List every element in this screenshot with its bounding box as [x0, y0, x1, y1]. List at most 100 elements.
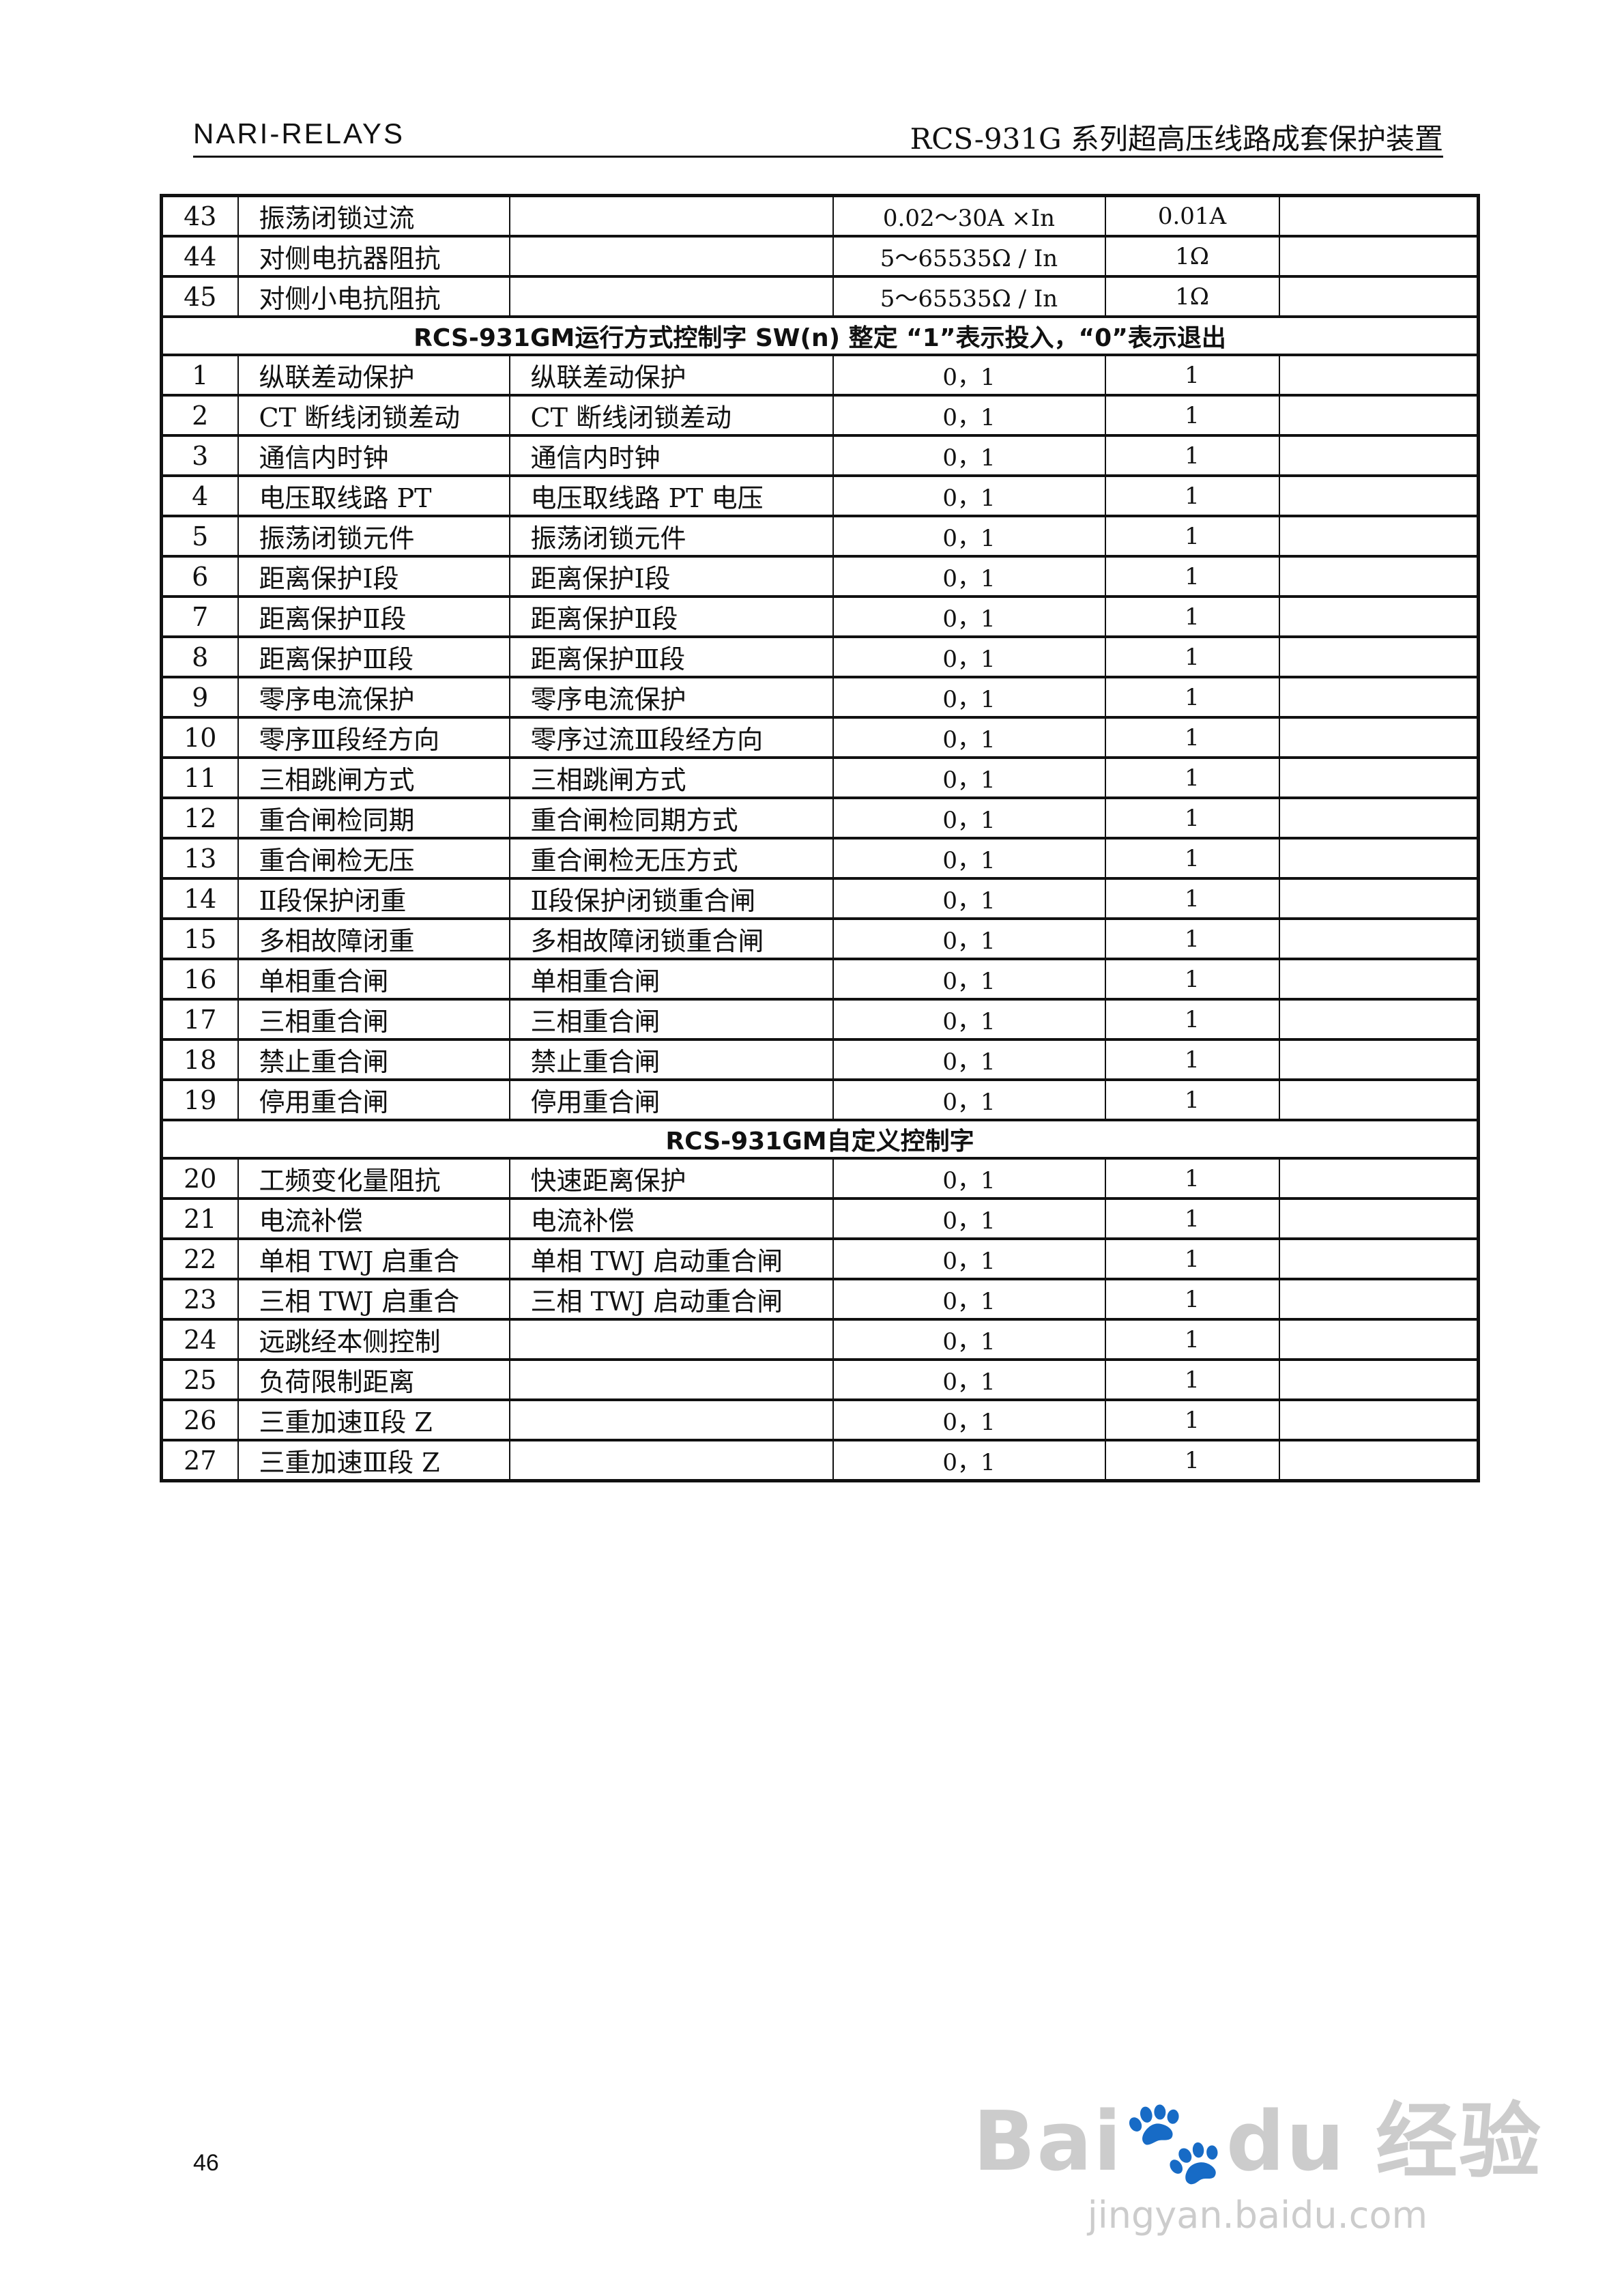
setting-description: 振荡闭锁元件	[508, 515, 834, 557]
setting-description	[508, 1439, 834, 1482]
table-row: 9 零序电流保护 零序电流保护 0，1 1	[160, 676, 1479, 718]
setting-description: 三相跳闸方式	[508, 756, 834, 799]
table-row: 2 CT 断线闭锁差动 CT 断线闭锁差动 0，1 1	[160, 394, 1479, 436]
setting-description: CT 断线闭锁差动	[508, 394, 834, 436]
setting-note	[1278, 877, 1479, 919]
setting-step: 1	[1104, 756, 1280, 799]
setting-description: 距离保护Ⅱ段	[508, 595, 834, 637]
setting-range: 0，1	[832, 917, 1106, 960]
setting-note	[1278, 1358, 1479, 1401]
setting-name: 三相 TWJ 启重合	[237, 1278, 510, 1320]
setting-note	[1278, 756, 1479, 799]
setting-note	[1278, 1318, 1479, 1360]
setting-note	[1278, 1197, 1479, 1239]
table-row: 7 距离保护Ⅱ段 距离保护Ⅱ段 0，1 1	[160, 595, 1479, 637]
setting-note	[1278, 998, 1479, 1040]
setting-step: 1	[1104, 434, 1280, 476]
setting-note	[1278, 434, 1479, 476]
setting-name: 多相故障闭重	[237, 917, 510, 960]
setting-name: 振荡闭锁过流	[237, 194, 510, 237]
setting-note	[1278, 1237, 1479, 1280]
row-number: 22	[160, 1237, 239, 1280]
watermark-logo: Bai🐾du 经验 jingyan.baidu.com	[972, 2095, 1542, 2237]
setting-range: 0，1	[832, 1398, 1106, 1441]
setting-name: Ⅱ段保护闭重	[237, 877, 510, 919]
row-number: 5	[160, 515, 239, 557]
row-number: 3	[160, 434, 239, 476]
setting-description	[508, 1398, 834, 1441]
setting-note	[1278, 1157, 1479, 1199]
setting-description: 重合闸检无压方式	[508, 837, 834, 879]
settings-table: 43 振荡闭锁过流 0.02～30A ×In 0.01A 44 对侧电抗器阻抗 5～6553…	[160, 194, 1480, 1482]
setting-range: 0，1	[832, 1237, 1106, 1280]
setting-note	[1278, 595, 1479, 637]
table-row: 17 三相重合闸 三相重合闸 0，1 1	[160, 998, 1479, 1040]
setting-step: 1	[1104, 635, 1280, 678]
setting-range: 0，1	[832, 394, 1106, 436]
setting-description: 禁止重合闸	[508, 1038, 834, 1080]
setting-step: 1	[1104, 877, 1280, 919]
setting-note	[1278, 1278, 1479, 1320]
row-number: 45	[160, 275, 239, 317]
row-number: 23	[160, 1278, 239, 1320]
table-row: 5 振荡闭锁元件 振荡闭锁元件 0，1 1	[160, 515, 1479, 557]
page-number: 46	[193, 2150, 219, 2176]
row-number: 16	[160, 958, 239, 1000]
row-number: 17	[160, 998, 239, 1040]
setting-description: 距离保护Ⅰ段	[508, 555, 834, 597]
setting-range: 0，1	[832, 354, 1106, 396]
setting-step: 1	[1104, 1439, 1280, 1482]
setting-note	[1278, 1398, 1479, 1441]
table-row: 12 重合闸检同期 重合闸检同期方式 0，1 1	[160, 797, 1479, 839]
setting-step: 1	[1104, 595, 1280, 637]
section-header-row: RCS-931GM运行方式控制字 SW(n) 整定 “1”表示投入，“0”表示退…	[160, 315, 1479, 356]
setting-description: 快速距离保护	[508, 1157, 834, 1199]
row-number: 27	[160, 1439, 239, 1482]
table-row: 4 电压取线路 PT 电压取线路 PT 电压 0，1 1	[160, 474, 1479, 517]
setting-step: 1	[1104, 676, 1280, 718]
table-row: 11 三相跳闸方式 三相跳闸方式 0，1 1	[160, 756, 1479, 799]
row-number: 6	[160, 555, 239, 597]
setting-name: 禁止重合闸	[237, 1038, 510, 1080]
header-divider	[193, 156, 1443, 158]
setting-name: CT 断线闭锁差动	[237, 394, 510, 436]
setting-name: 单相 TWJ 启重合	[237, 1237, 510, 1280]
setting-step: 1	[1104, 1278, 1280, 1320]
setting-step: 1	[1104, 555, 1280, 597]
table-row: 13 重合闸检无压 重合闸检无压方式 0，1 1	[160, 837, 1479, 879]
setting-description	[508, 1358, 834, 1401]
setting-range: 5～65535Ω / In	[832, 235, 1106, 277]
setting-range: 0，1	[832, 1078, 1106, 1121]
table-row: 23 三相 TWJ 启重合 三相 TWJ 启动重合闸 0，1 1	[160, 1278, 1479, 1320]
row-number: 10	[160, 716, 239, 758]
setting-description	[508, 194, 834, 237]
setting-description: 电流补偿	[508, 1197, 834, 1239]
setting-name: 距离保护Ⅰ段	[237, 555, 510, 597]
setting-note	[1278, 676, 1479, 718]
table-row: 3 通信内时钟 通信内时钟 0，1 1	[160, 434, 1479, 476]
setting-description: 单相 TWJ 启动重合闸	[508, 1237, 834, 1280]
watermark-url: jingyan.baidu.com	[1087, 2194, 1428, 2237]
table-row: 27 三重加速Ⅲ段 Z 0，1 1	[160, 1439, 1479, 1482]
setting-name: 停用重合闸	[237, 1078, 510, 1121]
setting-name: 三重加速Ⅲ段 Z	[237, 1439, 510, 1482]
table-row: 18 禁止重合闸 禁止重合闸 0，1 1	[160, 1038, 1479, 1080]
setting-note	[1278, 394, 1479, 436]
setting-range: 0，1	[832, 797, 1106, 839]
row-number: 9	[160, 676, 239, 718]
row-number: 13	[160, 837, 239, 879]
table-row: 6 距离保护Ⅰ段 距离保护Ⅰ段 0，1 1	[160, 555, 1479, 597]
setting-note	[1278, 555, 1479, 597]
setting-step: 1	[1104, 394, 1280, 436]
row-number: 14	[160, 877, 239, 919]
setting-range: 0，1	[832, 1157, 1106, 1199]
setting-name: 单相重合闸	[237, 958, 510, 1000]
setting-note	[1278, 837, 1479, 879]
row-number: 24	[160, 1318, 239, 1360]
setting-step: 1	[1104, 1078, 1280, 1121]
setting-name: 负荷限制距离	[237, 1358, 510, 1401]
table-row: 10 零序Ⅲ段经方向 零序过流Ⅲ段经方向 0，1 1	[160, 716, 1479, 758]
table-row: 1 纵联差动保护 纵联差动保护 0，1 1	[160, 354, 1479, 396]
setting-range: 0，1	[832, 1318, 1106, 1360]
row-number: 15	[160, 917, 239, 960]
